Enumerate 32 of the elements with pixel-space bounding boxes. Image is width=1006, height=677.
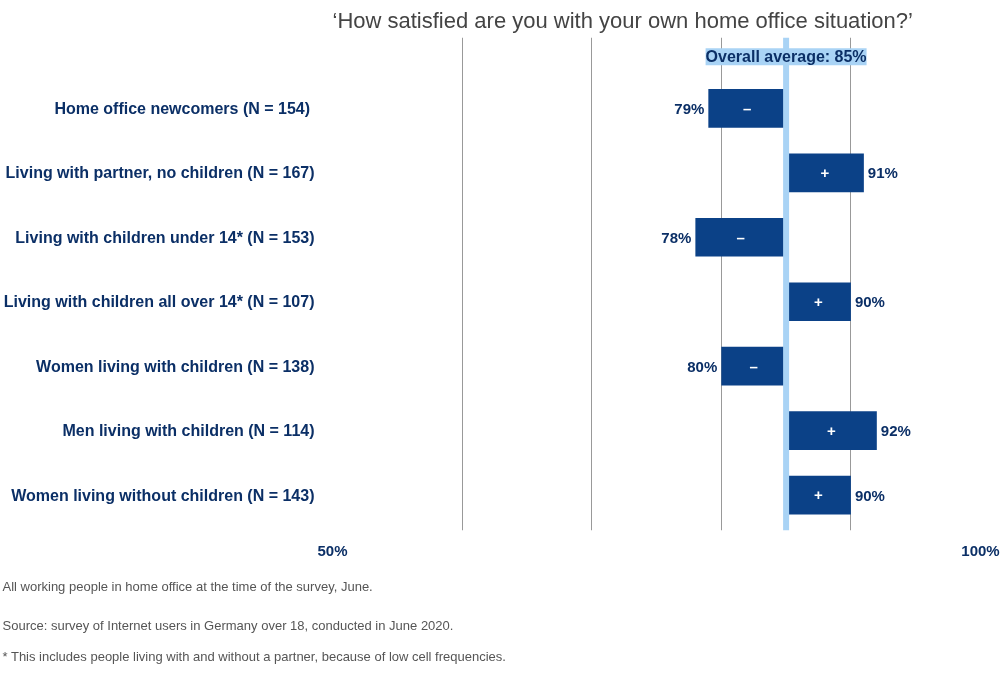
ref-line-label: Overall average: 85% xyxy=(705,48,867,66)
data-label: 90% xyxy=(854,486,885,504)
annotation: + xyxy=(814,292,824,310)
y-tick-label: Living with children under 14* (N = 153) xyxy=(15,228,315,246)
bar xyxy=(786,282,851,322)
text: All working people in home office at the time of the survey, June. xyxy=(2,578,373,594)
bar xyxy=(786,475,851,515)
data-label: 92% xyxy=(880,422,911,440)
bar xyxy=(786,153,864,193)
data-label: 80% xyxy=(687,357,718,375)
x-tick-label: 100% xyxy=(961,541,1000,559)
data-label: 78% xyxy=(661,228,692,246)
data-label: 90% xyxy=(854,293,885,311)
y-tick-label: Men living with children (N = 114) xyxy=(62,422,315,440)
annotation: – xyxy=(743,99,752,117)
y-tick-label: Living with partner, no children (N = 167) xyxy=(5,164,315,182)
y-tick-label: Women living with children (N = 138) xyxy=(36,357,315,375)
bar xyxy=(786,411,877,450)
x-tick-label: 50% xyxy=(317,541,348,559)
annotation: – xyxy=(749,357,758,375)
source-note: Source: survey of Internet users in Germany over 18, conducted in June 2020. xyxy=(2,617,454,633)
annotation: – xyxy=(736,228,745,246)
y-tick-label: Women living without children (N = 143) xyxy=(11,486,315,504)
annotation: + xyxy=(814,486,824,504)
annotation: + xyxy=(820,163,830,181)
chart-title: ‘How satisfied are you with your own home office situation?’ xyxy=(332,7,913,33)
data-label: 91% xyxy=(867,164,898,182)
data-label: 79% xyxy=(674,99,705,117)
y-tick-label: Living with children all over 14* (N = 107) xyxy=(3,293,315,311)
y-tick-label: Home office newcomers (N = 154) xyxy=(54,99,311,117)
text: * This includes people living with and without a partner, because of low cell frequencies. xyxy=(2,648,506,664)
annotation: + xyxy=(827,421,837,439)
